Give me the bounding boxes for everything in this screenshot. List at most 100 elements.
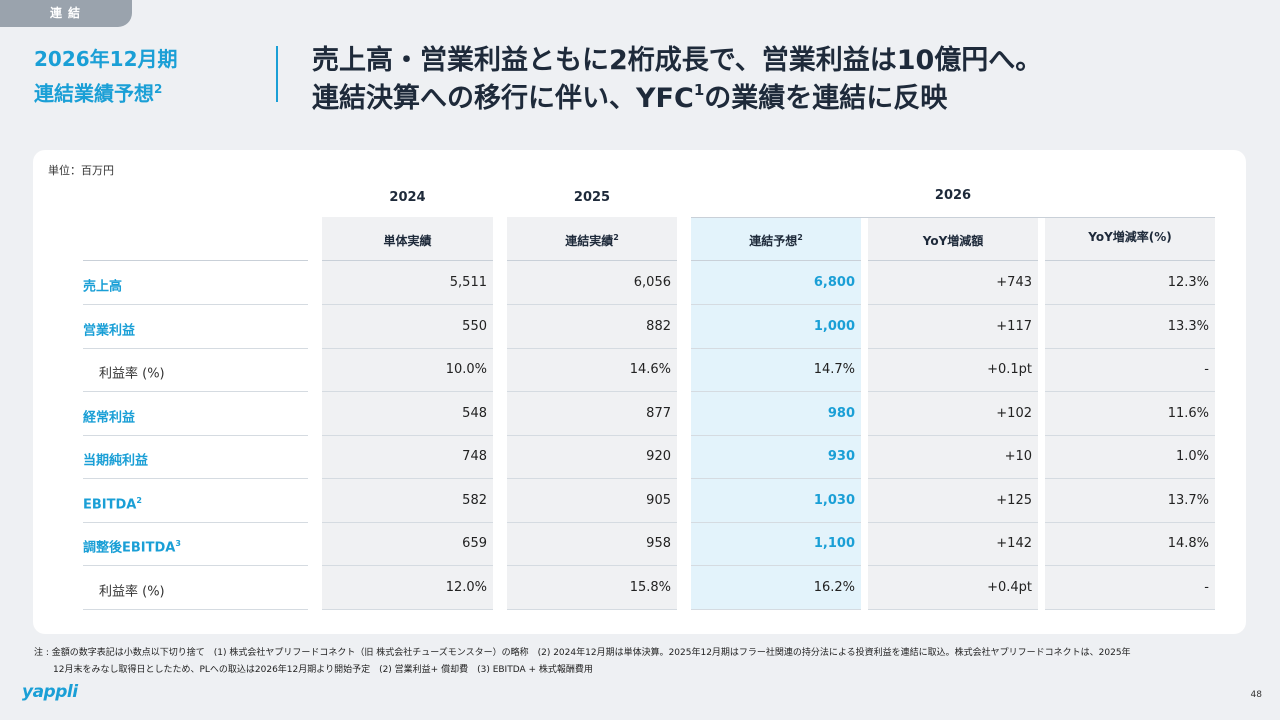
table-cell: 1,030 bbox=[813, 492, 855, 508]
row-divider bbox=[83, 565, 308, 566]
col-bg-2025 bbox=[507, 217, 677, 609]
table-cell: 958 bbox=[646, 536, 671, 551]
table-cell: +743 bbox=[996, 275, 1032, 290]
table-cell: 14.6% bbox=[629, 362, 671, 377]
table-cell: 659 bbox=[462, 536, 487, 551]
header-line-yoy-amount bbox=[868, 260, 1038, 261]
row-divider bbox=[507, 521, 677, 523]
row-divider bbox=[868, 304, 1038, 305]
table-cell: 13.7% bbox=[1167, 492, 1209, 508]
row-divider bbox=[691, 347, 861, 349]
row-divider bbox=[1045, 434, 1215, 436]
row-divider bbox=[507, 391, 677, 392]
row-divider bbox=[1045, 521, 1215, 523]
unit-label: 単位：百万円 bbox=[48, 164, 114, 177]
row-label: 当期純利益 bbox=[83, 453, 149, 469]
row-divider bbox=[507, 478, 677, 479]
row-label: 経常利益 bbox=[83, 409, 136, 425]
row-divider bbox=[322, 608, 493, 610]
table-cell: 905 bbox=[646, 492, 671, 508]
col-bg-forecast bbox=[691, 217, 861, 609]
table-cell: - bbox=[1204, 362, 1209, 377]
row-divider bbox=[322, 434, 493, 436]
page-title-line2: 連結業績予想2 bbox=[34, 81, 163, 106]
table-cell: +0.4pt bbox=[987, 579, 1032, 595]
table-cell: 930 bbox=[827, 449, 855, 464]
table-cell: 14.7% bbox=[813, 362, 855, 377]
table-cell: 1,100 bbox=[813, 536, 855, 551]
row-label: 調整後EBITDA3 bbox=[83, 539, 181, 556]
row-divider bbox=[868, 478, 1038, 479]
header-line-2024 bbox=[322, 260, 493, 261]
row-divider bbox=[322, 304, 493, 305]
year-2026-underline bbox=[691, 217, 1215, 218]
table-cell: 13.3% bbox=[1167, 318, 1209, 334]
footnote-line2: 12月末をみなし取得日としたため、PLへの取込は2026年12月期より開始予定 … bbox=[53, 665, 593, 675]
table-cell: 582 bbox=[462, 492, 487, 508]
table-cell: 12.3% bbox=[1167, 275, 1209, 290]
row-divider bbox=[691, 304, 861, 305]
table-cell: - bbox=[1204, 579, 1209, 595]
table-cell: +0.1pt bbox=[987, 362, 1032, 377]
footnotes: 注 : 金額の数字表記は小数点以下切り捨て (1) 株式会社ヤプリフードコネクト… bbox=[34, 645, 1244, 679]
header-line-yoy-rate bbox=[1045, 260, 1215, 261]
row-divider bbox=[83, 304, 308, 305]
page-title: 2026年12月期 連結業績予想2 bbox=[34, 44, 178, 109]
row-divider bbox=[1045, 478, 1215, 479]
row-divider bbox=[83, 391, 308, 392]
row-divider bbox=[868, 347, 1038, 349]
table-cell: 548 bbox=[462, 405, 487, 421]
row-divider bbox=[322, 391, 493, 392]
table-cell: 14.8% bbox=[1167, 536, 1209, 551]
table-cell: 882 bbox=[646, 318, 671, 334]
row-divider bbox=[691, 565, 861, 566]
row-divider bbox=[691, 391, 861, 392]
page-number: 48 bbox=[1250, 690, 1262, 700]
row-divider bbox=[83, 521, 308, 523]
table-cell: 980 bbox=[827, 405, 855, 421]
row-divider bbox=[322, 565, 493, 566]
header-line-2025 bbox=[507, 260, 677, 261]
title-divider bbox=[276, 46, 278, 102]
row-divider bbox=[507, 347, 677, 349]
table-cell: 10.0% bbox=[445, 362, 487, 377]
col-bg-yoy-amount bbox=[868, 217, 1038, 609]
year-2025: 2025 bbox=[573, 190, 611, 205]
table-cell: +10 bbox=[1004, 449, 1032, 464]
table-cell: 920 bbox=[646, 449, 671, 464]
table-cell: 15.8% bbox=[629, 579, 671, 595]
section-tag: 連結 bbox=[0, 0, 132, 27]
table-cell: 16.2% bbox=[813, 579, 855, 595]
page-title-line1: 2026年12月期 bbox=[34, 47, 178, 71]
headline-line1: 売上高・営業利益ともに2桁成長で、営業利益は10億円へ。 bbox=[312, 45, 1043, 76]
row-divider bbox=[83, 434, 308, 436]
row-divider bbox=[868, 434, 1038, 436]
table-cell: +102 bbox=[996, 405, 1032, 421]
row-divider bbox=[691, 478, 861, 479]
row-divider bbox=[868, 608, 1038, 610]
row-divider bbox=[507, 434, 677, 436]
row-label: 売上高 bbox=[83, 279, 123, 295]
footnote-line1: 注 : 金額の数字表記は小数点以下切り捨て (1) 株式会社ヤプリフードコネクト… bbox=[34, 648, 1131, 658]
subheader-yoy-rate: YoY増減率(%) bbox=[1088, 230, 1172, 244]
col-bg-yoy-rate bbox=[1045, 217, 1215, 609]
row-divider bbox=[507, 304, 677, 305]
table-cell: +125 bbox=[996, 492, 1032, 508]
row-divider bbox=[83, 608, 308, 610]
table-cell: +142 bbox=[996, 536, 1032, 551]
row-divider bbox=[507, 565, 677, 566]
table-cell: 5,511 bbox=[449, 275, 487, 290]
header-line-forecast bbox=[691, 260, 861, 261]
row-divider bbox=[1045, 347, 1215, 349]
row-divider bbox=[322, 521, 493, 523]
table-cell: 1.0% bbox=[1175, 449, 1209, 464]
headline: 売上高・営業利益ともに2桁成長で、営業利益は10億円へ。 連結決算への移行に伴い… bbox=[312, 42, 1042, 118]
row-divider bbox=[691, 434, 861, 436]
headline-line2: 連結決算への移行に伴い、YFC1の業績を連結に反映 bbox=[312, 81, 948, 114]
row-divider bbox=[868, 391, 1038, 392]
row-label: 利益率 (%) bbox=[99, 583, 165, 599]
row-divider bbox=[868, 521, 1038, 523]
table-cell: 877 bbox=[646, 405, 671, 421]
year-2024: 2024 bbox=[389, 190, 426, 205]
row-divider bbox=[322, 478, 493, 479]
